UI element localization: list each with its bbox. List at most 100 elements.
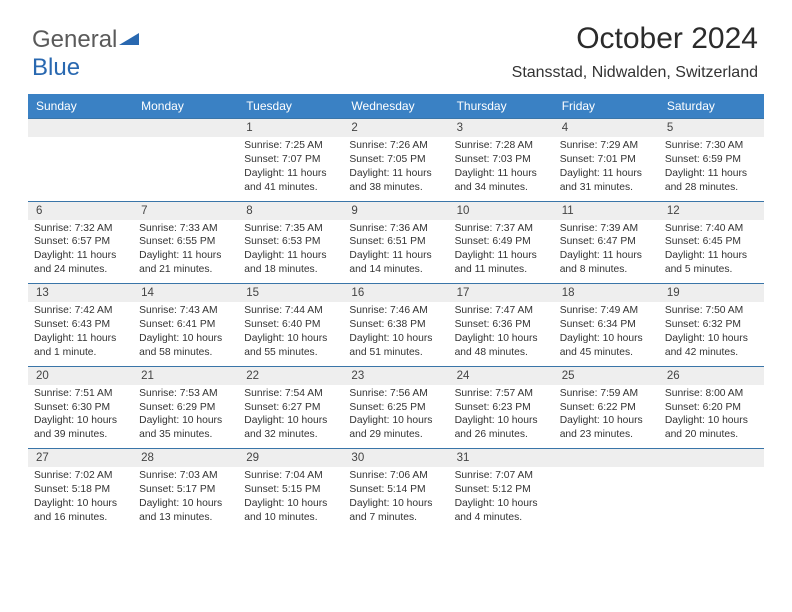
daylight-text: Daylight: 10 hours and 39 minutes.	[34, 414, 127, 442]
day-cell: 26Sunrise: 8:00 AMSunset: 6:20 PMDayligh…	[659, 367, 764, 449]
day-number: 8	[238, 202, 343, 220]
day-number: 31	[449, 449, 554, 467]
sunset-text: Sunset: 5:18 PM	[34, 483, 127, 497]
day-number: 9	[343, 202, 448, 220]
sunrise-text: Sunrise: 7:49 AM	[560, 304, 653, 318]
day-number: 20	[28, 367, 133, 385]
week-row: 1Sunrise: 7:25 AMSunset: 7:07 PMDaylight…	[28, 118, 764, 201]
day-cell: 28Sunrise: 7:03 AMSunset: 5:17 PMDayligh…	[133, 449, 238, 531]
sunset-text: Sunset: 6:27 PM	[244, 401, 337, 415]
sunrise-text: Sunrise: 7:25 AM	[244, 139, 337, 153]
day-body: Sunrise: 8:00 AMSunset: 6:20 PMDaylight:…	[659, 385, 764, 449]
day-header: Friday	[554, 94, 659, 118]
logo-text-2: Blue	[32, 54, 80, 81]
daylight-text: Daylight: 10 hours and 42 minutes.	[665, 332, 758, 360]
sunset-text: Sunset: 6:30 PM	[34, 401, 127, 415]
day-cell: 2Sunrise: 7:26 AMSunset: 7:05 PMDaylight…	[343, 119, 448, 201]
sunset-text: Sunset: 7:01 PM	[560, 153, 653, 167]
day-cell: 22Sunrise: 7:54 AMSunset: 6:27 PMDayligh…	[238, 367, 343, 449]
sunset-text: Sunset: 6:49 PM	[455, 235, 548, 249]
day-cell: 29Sunrise: 7:04 AMSunset: 5:15 PMDayligh…	[238, 449, 343, 531]
daylight-text: Daylight: 11 hours and 31 minutes.	[560, 167, 653, 195]
day-cell: 6Sunrise: 7:32 AMSunset: 6:57 PMDaylight…	[28, 202, 133, 284]
day-number: 16	[343, 284, 448, 302]
day-body: Sunrise: 7:59 AMSunset: 6:22 PMDaylight:…	[554, 385, 659, 449]
sunset-text: Sunset: 6:34 PM	[560, 318, 653, 332]
sunrise-text: Sunrise: 7:32 AM	[34, 222, 127, 236]
day-header: Tuesday	[238, 94, 343, 118]
day-number: 30	[343, 449, 448, 467]
sunrise-text: Sunrise: 7:06 AM	[349, 469, 442, 483]
day-cell: 24Sunrise: 7:57 AMSunset: 6:23 PMDayligh…	[449, 367, 554, 449]
day-header: Saturday	[659, 94, 764, 118]
sunrise-text: Sunrise: 7:26 AM	[349, 139, 442, 153]
sunset-text: Sunset: 7:03 PM	[455, 153, 548, 167]
sunrise-text: Sunrise: 7:47 AM	[455, 304, 548, 318]
daylight-text: Daylight: 11 hours and 1 minute.	[34, 332, 127, 360]
day-number: 1	[238, 119, 343, 137]
sunrise-text: Sunrise: 7:35 AM	[244, 222, 337, 236]
day-number: 3	[449, 119, 554, 137]
day-cell: 14Sunrise: 7:43 AMSunset: 6:41 PMDayligh…	[133, 284, 238, 366]
logo: General Blue	[32, 24, 139, 82]
day-cell: 20Sunrise: 7:51 AMSunset: 6:30 PMDayligh…	[28, 367, 133, 449]
daylight-text: Daylight: 11 hours and 34 minutes.	[455, 167, 548, 195]
day-cell: 7Sunrise: 7:33 AMSunset: 6:55 PMDaylight…	[133, 202, 238, 284]
sunset-text: Sunset: 6:22 PM	[560, 401, 653, 415]
empty-cell	[28, 119, 133, 201]
day-body: Sunrise: 7:51 AMSunset: 6:30 PMDaylight:…	[28, 385, 133, 449]
sunset-text: Sunset: 6:36 PM	[455, 318, 548, 332]
day-body: Sunrise: 7:44 AMSunset: 6:40 PMDaylight:…	[238, 302, 343, 366]
day-number: 29	[238, 449, 343, 467]
sunrise-text: Sunrise: 7:30 AM	[665, 139, 758, 153]
daylight-text: Daylight: 10 hours and 23 minutes.	[560, 414, 653, 442]
sunrise-text: Sunrise: 7:07 AM	[455, 469, 548, 483]
sunrise-text: Sunrise: 7:51 AM	[34, 387, 127, 401]
daylight-text: Daylight: 11 hours and 24 minutes.	[34, 249, 127, 277]
daylight-text: Daylight: 10 hours and 32 minutes.	[244, 414, 337, 442]
day-body: Sunrise: 7:42 AMSunset: 6:43 PMDaylight:…	[28, 302, 133, 366]
day-cell: 21Sunrise: 7:53 AMSunset: 6:29 PMDayligh…	[133, 367, 238, 449]
sunset-text: Sunset: 6:47 PM	[560, 235, 653, 249]
week-row: 20Sunrise: 7:51 AMSunset: 6:30 PMDayligh…	[28, 366, 764, 449]
day-number: 4	[554, 119, 659, 137]
day-number: 28	[133, 449, 238, 467]
day-number	[133, 119, 238, 137]
daylight-text: Daylight: 10 hours and 7 minutes.	[349, 497, 442, 525]
empty-cell	[554, 449, 659, 531]
day-body: Sunrise: 7:54 AMSunset: 6:27 PMDaylight:…	[238, 385, 343, 449]
sunrise-text: Sunrise: 7:29 AM	[560, 139, 653, 153]
week-row: 13Sunrise: 7:42 AMSunset: 6:43 PMDayligh…	[28, 283, 764, 366]
empty-cell	[133, 119, 238, 201]
day-number: 22	[238, 367, 343, 385]
sunrise-text: Sunrise: 7:33 AM	[139, 222, 232, 236]
daylight-text: Daylight: 10 hours and 55 minutes.	[244, 332, 337, 360]
sunrise-text: Sunrise: 7:40 AM	[665, 222, 758, 236]
day-body: Sunrise: 7:26 AMSunset: 7:05 PMDaylight:…	[343, 137, 448, 201]
day-body: Sunrise: 7:43 AMSunset: 6:41 PMDaylight:…	[133, 302, 238, 366]
day-cell: 30Sunrise: 7:06 AMSunset: 5:14 PMDayligh…	[343, 449, 448, 531]
day-body: Sunrise: 7:39 AMSunset: 6:47 PMDaylight:…	[554, 220, 659, 284]
daylight-text: Daylight: 10 hours and 29 minutes.	[349, 414, 442, 442]
day-number: 13	[28, 284, 133, 302]
sunset-text: Sunset: 6:38 PM	[349, 318, 442, 332]
daylight-text: Daylight: 10 hours and 13 minutes.	[139, 497, 232, 525]
sunset-text: Sunset: 7:07 PM	[244, 153, 337, 167]
sunrise-text: Sunrise: 7:46 AM	[349, 304, 442, 318]
daylight-text: Daylight: 10 hours and 35 minutes.	[139, 414, 232, 442]
day-header: Monday	[133, 94, 238, 118]
day-number: 24	[449, 367, 554, 385]
day-number: 26	[659, 367, 764, 385]
day-body: Sunrise: 7:40 AMSunset: 6:45 PMDaylight:…	[659, 220, 764, 284]
day-body: Sunrise: 7:25 AMSunset: 7:07 PMDaylight:…	[238, 137, 343, 201]
sunrise-text: Sunrise: 7:43 AM	[139, 304, 232, 318]
day-cell: 15Sunrise: 7:44 AMSunset: 6:40 PMDayligh…	[238, 284, 343, 366]
sunset-text: Sunset: 7:05 PM	[349, 153, 442, 167]
daylight-text: Daylight: 11 hours and 8 minutes.	[560, 249, 653, 277]
week-row: 6Sunrise: 7:32 AMSunset: 6:57 PMDaylight…	[28, 201, 764, 284]
empty-cell	[659, 449, 764, 531]
day-header: Wednesday	[343, 94, 448, 118]
day-body: Sunrise: 7:57 AMSunset: 6:23 PMDaylight:…	[449, 385, 554, 449]
sunset-text: Sunset: 6:51 PM	[349, 235, 442, 249]
day-number: 10	[449, 202, 554, 220]
